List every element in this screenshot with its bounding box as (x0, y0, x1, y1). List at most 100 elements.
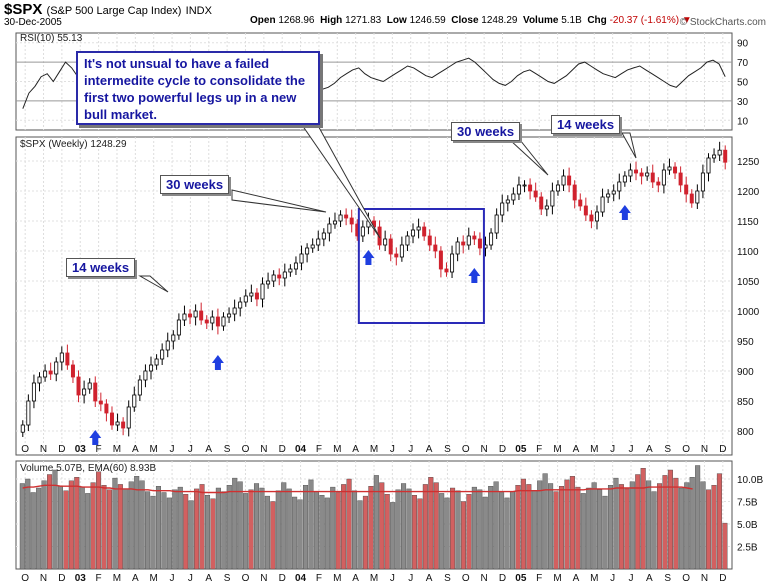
volume-bar (390, 502, 396, 570)
x-tick-label: S (664, 444, 671, 455)
volume-bar (384, 494, 390, 570)
price-candle (193, 310, 198, 318)
price-candle (54, 361, 59, 375)
volume-bar (406, 488, 412, 570)
volume-bar (101, 485, 107, 570)
rsi-y-tick-label: 90 (737, 39, 749, 50)
up-arrow-icon (618, 205, 631, 220)
volume-legend: Volume 5.07B, EMA(60) 8.93B (20, 463, 157, 474)
price-candle (299, 253, 304, 264)
price-candle (383, 238, 388, 246)
x-tick-label: A (352, 573, 359, 584)
high-label: High (320, 15, 343, 26)
volume-bar (684, 482, 690, 570)
volume-bar (695, 465, 701, 570)
symbol: $SPX (4, 1, 43, 18)
price-candle (165, 340, 170, 351)
price-candle (388, 238, 393, 255)
volume-bar (166, 497, 172, 570)
price-candle (227, 313, 232, 318)
volume-bar (613, 477, 619, 570)
price-candle (59, 352, 64, 363)
volume-ema-line (22, 484, 693, 494)
price-candle (645, 172, 650, 177)
x-tick-label: M (590, 573, 598, 584)
price-candle (154, 358, 159, 366)
volume-label: Volume (523, 15, 559, 26)
price-candle (500, 202, 505, 216)
x-tick-label: O (682, 573, 690, 584)
volume-bar (607, 485, 614, 570)
volume-bar (471, 486, 477, 570)
volume-bar (243, 493, 249, 570)
price-candle (461, 241, 466, 246)
x-tick-label: 05 (515, 444, 527, 455)
x-tick-label: A (426, 444, 433, 455)
x-tick-label: N (260, 444, 267, 455)
price-candle (572, 184, 577, 201)
volume-bar (711, 485, 717, 570)
price-candle (26, 400, 31, 426)
volume-bar (319, 495, 325, 570)
price-candle (31, 382, 36, 402)
consolidation-box (357, 208, 485, 324)
volume-bar (629, 481, 635, 570)
x-tick-label: F (316, 573, 322, 584)
price-candle (210, 316, 215, 324)
x-tick-label: 03 (75, 444, 87, 455)
volume-bar (199, 484, 205, 570)
price-candle (433, 244, 438, 252)
volume-bar (85, 493, 91, 570)
x-tick-label: N (481, 573, 488, 584)
x-tick-label: A (426, 573, 433, 584)
volume-bar (68, 480, 74, 570)
low-value: 1246.59 (409, 15, 446, 26)
volume-bar (57, 486, 63, 570)
volume-bar (493, 481, 499, 570)
x-tick-label: F (96, 573, 102, 584)
volume-bar (210, 498, 216, 570)
price-candle (126, 406, 131, 429)
x-tick-label: M (370, 573, 378, 584)
price-candle (249, 292, 254, 297)
x-tick-label: J (629, 573, 634, 584)
volume-bar (204, 495, 211, 570)
volume-bar (47, 474, 53, 570)
volume-bar (139, 480, 145, 570)
label-pointer (231, 189, 327, 213)
price-candle (70, 364, 75, 378)
x-tick-label: A (132, 573, 139, 584)
price-candle (405, 235, 410, 246)
price-candle (622, 175, 627, 183)
x-tick-label: 05 (515, 573, 527, 584)
volume-y-tick-label: 7.5B (737, 498, 758, 509)
price-candle (321, 232, 326, 240)
price-candle (466, 235, 471, 246)
volume-bar (346, 478, 352, 570)
x-tick-label: A (205, 573, 212, 584)
volume-bar (569, 476, 575, 570)
low-label: Low (386, 15, 407, 26)
price-candle (528, 184, 533, 192)
x-tick-label: M (333, 573, 341, 584)
price-candle (717, 149, 722, 156)
price-candle (427, 235, 432, 246)
price-candle (271, 274, 276, 282)
rsi-y-tick-label: 10 (737, 116, 749, 127)
price-candle (394, 253, 399, 258)
price-candle (723, 149, 728, 163)
x-tick-label: M (553, 573, 561, 584)
x-tick-label: 04 (295, 444, 307, 455)
price-candle (472, 235, 477, 240)
chart-date: 30-Dec-2005 (4, 17, 62, 28)
up-arrow-icon (468, 268, 481, 283)
x-tick-label: F (316, 444, 322, 455)
volume-bar (439, 493, 445, 570)
price-candle (695, 190, 700, 204)
price-candle (511, 193, 516, 201)
volume-bar (172, 489, 178, 570)
price-candle (98, 400, 103, 405)
volume-bar (706, 489, 712, 570)
price-candle (377, 226, 382, 246)
volume-bar (531, 490, 537, 570)
